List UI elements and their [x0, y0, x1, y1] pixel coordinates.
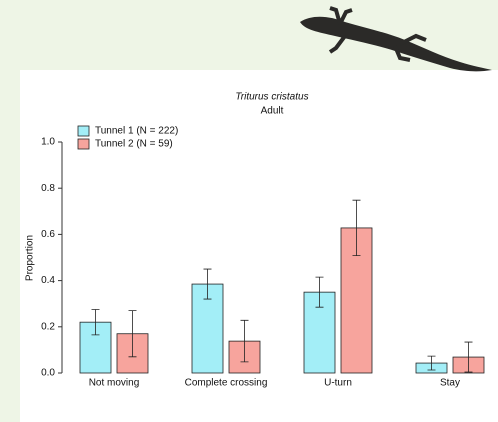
newt-image: [300, 8, 492, 71]
x-tick-label: Stay: [440, 378, 460, 389]
y-tick-label: 1.0: [41, 137, 55, 148]
chart: Triturus cristatus Adult Proportion 0.0 0…: [0, 0, 498, 422]
y-tick-label: 0.4: [41, 275, 55, 286]
x-tick-label: U-turn: [324, 378, 352, 389]
page: Triturus cristatus Adult Proportion 0.0 0…: [0, 0, 498, 422]
y-tick-label: 0.0: [41, 368, 55, 379]
legend-swatch: [78, 126, 89, 136]
chart-subtitle: Adult: [261, 106, 284, 117]
x-tick-label: Complete crossing: [185, 378, 268, 389]
chart-title: Triturus cristatus: [235, 92, 308, 103]
y-axis-label: Proportion: [25, 235, 36, 281]
x-tick-label: Not moving: [89, 378, 140, 389]
y-tick-label: 0.2: [41, 321, 55, 332]
legend-label: Tunnel 2 (N = 59): [95, 139, 173, 150]
y-tick-label: 0.6: [41, 229, 55, 240]
y-tick-label: 0.8: [41, 183, 55, 194]
legend-label: Tunnel 1 (N = 222): [95, 126, 178, 137]
legend-swatch: [78, 139, 89, 149]
